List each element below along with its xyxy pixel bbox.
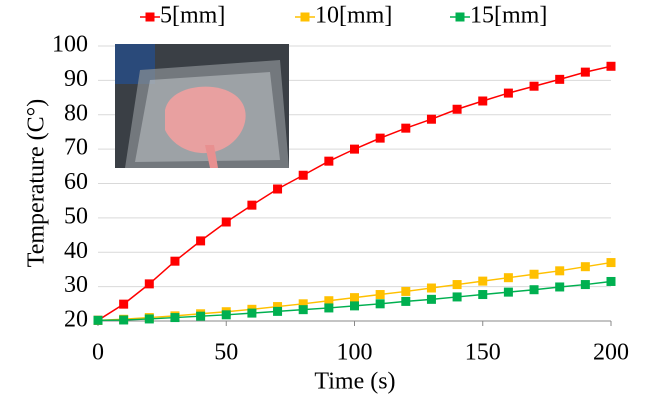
- data-point: [221, 217, 231, 227]
- data-point: [196, 236, 206, 246]
- x-tick-label: 100: [337, 340, 373, 366]
- data-point: [273, 184, 283, 194]
- data-point: [478, 290, 488, 300]
- data-point: [273, 302, 283, 312]
- data-point: [298, 305, 308, 315]
- data-point: [375, 133, 385, 143]
- y-tick-label: 60: [64, 169, 88, 195]
- y-tick-label: 70: [64, 135, 88, 161]
- data-point: [170, 313, 180, 323]
- data-point: [350, 144, 359, 154]
- data-point: [452, 104, 462, 114]
- y-tick-label: 50: [64, 203, 88, 229]
- y-tick-label: 20: [64, 307, 88, 333]
- data-point: [426, 283, 436, 293]
- legend-marker: [145, 12, 155, 22]
- data-point: [298, 170, 308, 180]
- x-tick-label: 200: [593, 340, 629, 366]
- data-point: [529, 285, 539, 295]
- data-point: [375, 290, 385, 300]
- data-point: [606, 258, 616, 268]
- data-point: [452, 292, 462, 302]
- data-point: [170, 256, 180, 266]
- data-point: [324, 303, 334, 313]
- data-point: [555, 282, 565, 292]
- data-point: [478, 96, 488, 106]
- data-point: [555, 266, 565, 276]
- data-point: [606, 61, 616, 71]
- y-tick-label: 90: [64, 66, 88, 92]
- data-point: [529, 269, 539, 279]
- data-point: [452, 280, 462, 290]
- data-point: [273, 306, 283, 316]
- data-point: [478, 276, 488, 286]
- data-point: [144, 279, 154, 289]
- data-point: [401, 296, 411, 306]
- data-point: [580, 280, 590, 290]
- data-point: [324, 156, 334, 166]
- data-point: [221, 310, 231, 320]
- legend-marker: [300, 12, 310, 22]
- legend-label: 10[mm]: [315, 3, 392, 29]
- data-point: [606, 276, 616, 286]
- data-point: [426, 294, 436, 304]
- legend-label: 15[mm]: [470, 3, 547, 29]
- data-point: [375, 299, 385, 309]
- data-point: [580, 67, 590, 77]
- y-tick-label: 80: [64, 100, 88, 126]
- x-tick-label: 50: [214, 340, 238, 366]
- data-point: [503, 88, 513, 98]
- data-point: [196, 311, 206, 321]
- legend-marker: [455, 12, 465, 22]
- data-point: [529, 81, 539, 91]
- data-point: [580, 262, 590, 272]
- y-tick-label: 100: [52, 32, 88, 58]
- data-point: [119, 315, 129, 325]
- x-tick-label: 0: [92, 340, 104, 366]
- data-point: [401, 286, 411, 296]
- data-point: [426, 114, 436, 124]
- data-point: [298, 299, 308, 309]
- data-point: [144, 314, 154, 324]
- y-tick-label: 40: [64, 238, 88, 264]
- y-tick-label: 30: [64, 272, 88, 298]
- data-point: [119, 299, 129, 309]
- data-point: [247, 200, 257, 210]
- inset-photo: [115, 44, 289, 168]
- data-point: [503, 273, 513, 283]
- data-point: [503, 287, 513, 297]
- data-point: [350, 301, 359, 311]
- data-point: [350, 293, 359, 303]
- data-point: [401, 123, 411, 133]
- data-point: [93, 315, 103, 325]
- legend-label: 5[mm]: [160, 3, 225, 29]
- x-tick-label: 150: [465, 340, 501, 366]
- data-point: [555, 74, 565, 84]
- x-axis-label: Time (s): [314, 369, 395, 395]
- data-point: [247, 308, 257, 318]
- y-axis-label: Temperature (C°): [24, 99, 50, 268]
- data-point: [324, 296, 334, 306]
